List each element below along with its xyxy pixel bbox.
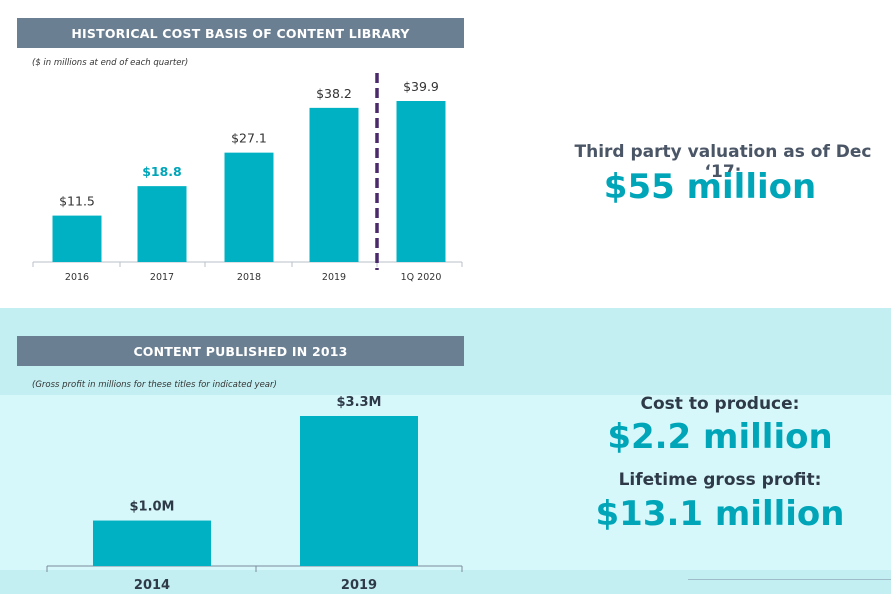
chart1-bar-1q-2020 — [396, 101, 446, 262]
profit-value: $13.1 million — [595, 494, 845, 534]
chart2-subtitle: (Gross profit in millions for these titl… — [32, 380, 277, 390]
chart1-tick-label: 2018 — [237, 272, 261, 283]
chart2-title: CONTENT PUBLISHED IN 2013 — [17, 336, 464, 366]
valuation-value: $55 million — [603, 167, 817, 207]
profit-label: Lifetime gross profit: — [618, 470, 822, 490]
chart1-data-label: $38.2 — [316, 86, 352, 101]
chart1-data-label: $27.1 — [231, 131, 267, 146]
cost-label: Cost to produce: — [640, 394, 800, 414]
chart2-tick-label: 2014 — [134, 578, 170, 593]
decorative-rule — [688, 579, 891, 580]
chart1-bar-2017 — [137, 186, 187, 262]
chart1-bar-2016 — [52, 215, 102, 262]
chart1-tick-label: 2017 — [150, 272, 174, 283]
chart1-tick-label: 2016 — [65, 272, 89, 283]
chart1-subtitle: ($ in millions at end of each quarter) — [32, 58, 189, 68]
chart1-data-label: $39.9 — [403, 79, 439, 94]
chart1-data-label: $18.8 — [142, 164, 182, 179]
chart1-title: HISTORICAL COST BASIS OF CONTENT LIBRARY — [17, 18, 464, 48]
chart1-bar-2019 — [309, 107, 359, 262]
chart1-bar-2018 — [224, 152, 274, 262]
cost-value: $2.2 million — [607, 417, 833, 457]
chart2-tick-label: 2019 — [341, 578, 377, 593]
chart1-data-label: $11.5 — [59, 194, 95, 209]
chart2-bar-2019 — [300, 416, 418, 566]
chart2-bar-2014 — [93, 520, 211, 566]
chart1-tick-label: 1Q 2020 — [401, 272, 442, 283]
chart2-data-label: $1.0M — [129, 500, 174, 515]
valuation-label: Third party valuation as of Dec ‘17: — [574, 142, 872, 182]
chart2-data-label: $3.3M — [336, 395, 381, 410]
chart1-tick-label: 2019 — [322, 272, 346, 283]
